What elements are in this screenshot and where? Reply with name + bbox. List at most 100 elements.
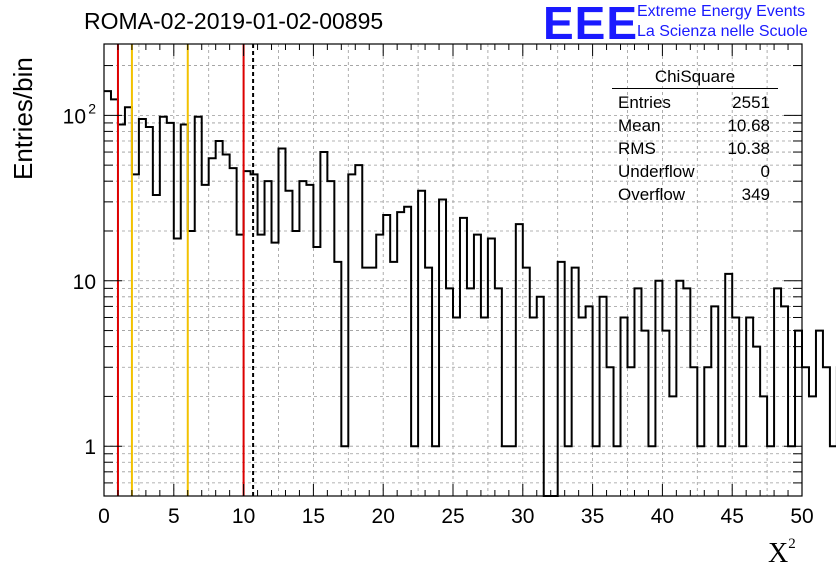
x-tick-label: 40: [651, 505, 674, 528]
stats-row-rms: RMS 10.38: [618, 139, 770, 158]
histogram-bin: [830, 446, 836, 496]
histogram-bin: [488, 239, 495, 496]
y-tick-label: 10: [73, 271, 96, 294]
histogram-bin: [753, 347, 760, 496]
histogram-bin: [432, 446, 439, 496]
histogram-bin: [481, 317, 488, 496]
histogram-bin: [662, 331, 669, 496]
x-tick-label: 30: [511, 505, 534, 528]
histogram-bin: [774, 288, 781, 496]
histogram-bin: [816, 331, 823, 496]
histogram-bin: [160, 117, 167, 496]
y-tick-label: 10: [63, 105, 86, 128]
histogram-bin: [146, 127, 153, 496]
histogram-bin: [209, 158, 216, 496]
stats-row-entries: Entries 2551: [618, 93, 770, 112]
histogram-bin: [641, 331, 648, 496]
histogram-bin: [516, 224, 523, 496]
histogram-bin: [125, 107, 132, 496]
histogram-bin: [453, 317, 460, 496]
stats-row-overflow: Overflow 349: [618, 185, 770, 204]
histogram-bin: [181, 125, 188, 496]
x-tick-label: 20: [372, 505, 395, 528]
y-axis-label: Entries/bin: [8, 57, 38, 180]
histogram-bin: [690, 367, 697, 496]
histogram-bin: [676, 281, 683, 496]
x-tick-label: 10: [232, 505, 255, 528]
x-axis-label: X2: [768, 536, 796, 569]
histogram-bin: [355, 165, 362, 496]
logo-line-1: Extreme Energy Events: [637, 3, 806, 20]
logo-line-2: La Scienza nelle Scuole: [637, 23, 808, 40]
x-tick-label: 50: [790, 505, 813, 528]
histogram-bin: [628, 367, 635, 496]
histogram-bin: [174, 239, 181, 496]
histogram-bin: [313, 247, 320, 496]
histogram-bin: [132, 174, 139, 496]
stats-row-underflow: Underflow 0: [618, 162, 770, 181]
histogram-bin: [279, 149, 286, 496]
eee-logo: EEE: [543, 0, 639, 49]
histogram-bin: [530, 317, 537, 496]
histogram-bin: [202, 185, 209, 496]
histogram-bin: [704, 367, 711, 496]
histogram-bin: [718, 446, 725, 496]
histogram-bin: [139, 119, 146, 496]
histogram-bin: [223, 154, 230, 496]
histogram-bin: [167, 123, 174, 496]
histogram-bin: [258, 235, 265, 496]
y-tick-label: 1: [84, 436, 96, 459]
histogram-bin: [711, 306, 718, 496]
histogram-bin: [348, 174, 355, 496]
histogram-bin: [607, 367, 614, 496]
histogram-bin: [446, 288, 453, 496]
chart-title: ROMA-02-2019-01-02-00895: [84, 8, 384, 34]
histogram-bin: [537, 297, 544, 496]
histogram-bin: [725, 274, 732, 496]
histogram-bin: [760, 396, 767, 496]
histogram-bin: [285, 191, 292, 496]
histogram-bin: [683, 288, 690, 496]
histogram-bin: [306, 185, 313, 496]
stats-box: ChiSquare Entries 2551 Mean 10.68 RMS 10.38…: [612, 67, 778, 206]
histogram-bin: [697, 446, 704, 496]
histogram-bin: [188, 231, 195, 496]
histogram-bin: [809, 396, 816, 496]
histogram-bin: [383, 215, 390, 496]
histogram-bin: [341, 446, 348, 496]
histogram-bin: [495, 288, 502, 496]
histogram-bin: [746, 317, 753, 496]
histogram-bin: [411, 446, 418, 496]
histogram-bin: [292, 231, 299, 496]
histogram-bin: [153, 195, 160, 496]
histogram-bin: [439, 199, 446, 496]
histogram-bin: [655, 281, 662, 496]
histogram-bin: [265, 181, 272, 496]
histogram-bin: [579, 317, 586, 496]
histogram-bin: [648, 446, 655, 496]
histogram-bin: [376, 235, 383, 496]
x-tick-label: 5: [168, 505, 180, 528]
histogram-bin: [669, 396, 676, 496]
histogram-bin: [802, 367, 809, 496]
histogram-bin: [237, 235, 244, 496]
histogram-bin: [739, 446, 746, 496]
y-tick-label-exponent: 2: [88, 100, 96, 116]
histogram-bin: [781, 306, 788, 496]
histogram-bin: [404, 207, 411, 496]
histogram-bin: [362, 268, 369, 496]
x-tick-label: 25: [441, 505, 464, 528]
stats-row-mean: Mean 10.68: [618, 116, 770, 135]
stats-title: ChiSquare: [612, 67, 778, 89]
histogram-bin: [509, 446, 516, 496]
histogram-bin: [118, 125, 125, 496]
histogram-bin: [320, 152, 327, 496]
x-tick-label: 45: [721, 505, 744, 528]
histogram-bin: [621, 317, 628, 496]
histogram-bin: [600, 297, 607, 496]
x-tick-label: 15: [302, 505, 325, 528]
histogram-bin: [593, 446, 600, 496]
histogram-bin: [244, 171, 251, 496]
histogram-bin: [272, 243, 279, 496]
histogram-bin: [586, 306, 593, 496]
